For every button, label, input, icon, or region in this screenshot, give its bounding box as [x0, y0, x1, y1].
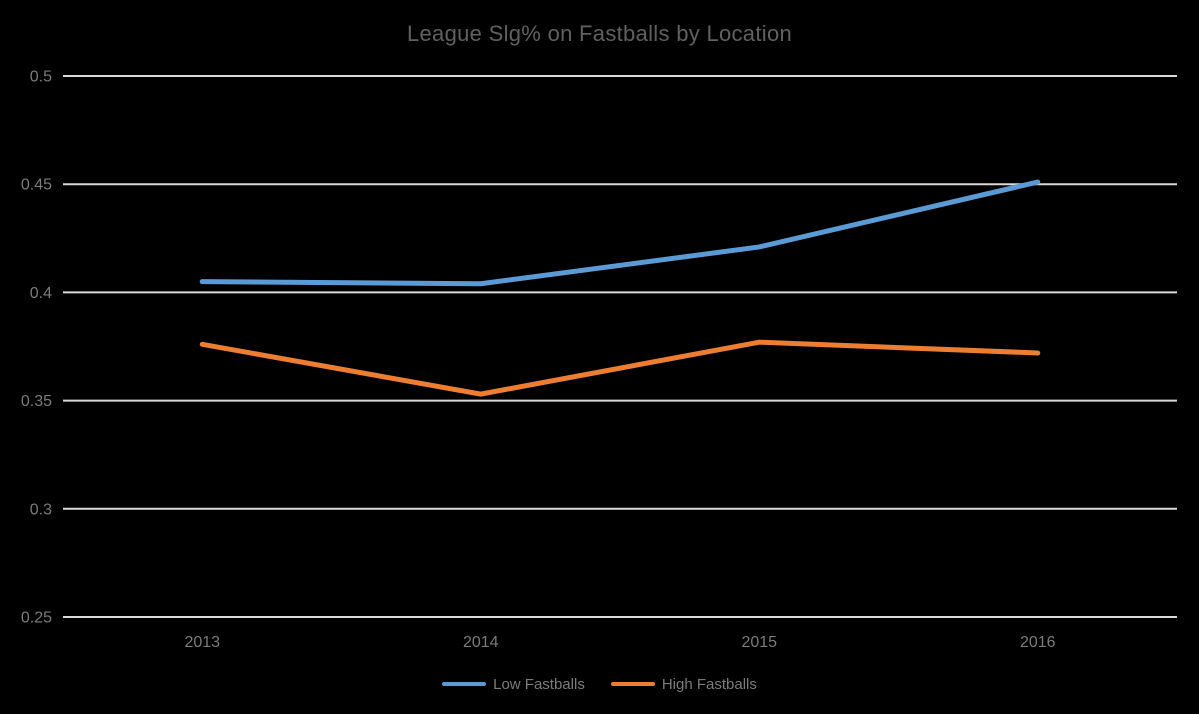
legend-item-low-fastballs: Low Fastballs — [442, 676, 585, 693]
chart-legend: Low Fastballs High Fastballs — [0, 673, 1199, 695]
legend-swatch-low-fastballs — [442, 681, 487, 687]
x-tick-label-2016: 2016 — [1020, 634, 1056, 651]
y-tick-label-0.4: 0.4 — [30, 285, 52, 302]
x-tick-label-2014: 2014 — [463, 634, 499, 651]
y-tick-label-0.35: 0.35 — [21, 393, 52, 410]
y-tick-label-0.45: 0.45 — [21, 177, 52, 194]
chart-title: League Slg% on Fastballs by Location — [406, 21, 793, 46]
x-tick-label-2013: 2013 — [184, 634, 220, 651]
series-line-high-fastballs — [199, 339, 1041, 397]
y-tick-label-0.5: 0.5 — [30, 69, 52, 86]
y-tick-label-0.25: 0.25 — [21, 610, 52, 627]
legend-label-high-fastballs: High Fastballs — [661, 675, 757, 693]
legend-label-low-fastballs: Low Fastballs — [493, 675, 585, 693]
series-line-low-fastballs — [199, 179, 1041, 287]
legend-item-high-fastballs: High Fastballs — [610, 675, 757, 693]
x-tick-label-2015: 2015 — [741, 634, 777, 651]
legend-swatch-high-fastballs — [610, 681, 655, 687]
y-tick-label-0.3: 0.3 — [30, 501, 52, 518]
